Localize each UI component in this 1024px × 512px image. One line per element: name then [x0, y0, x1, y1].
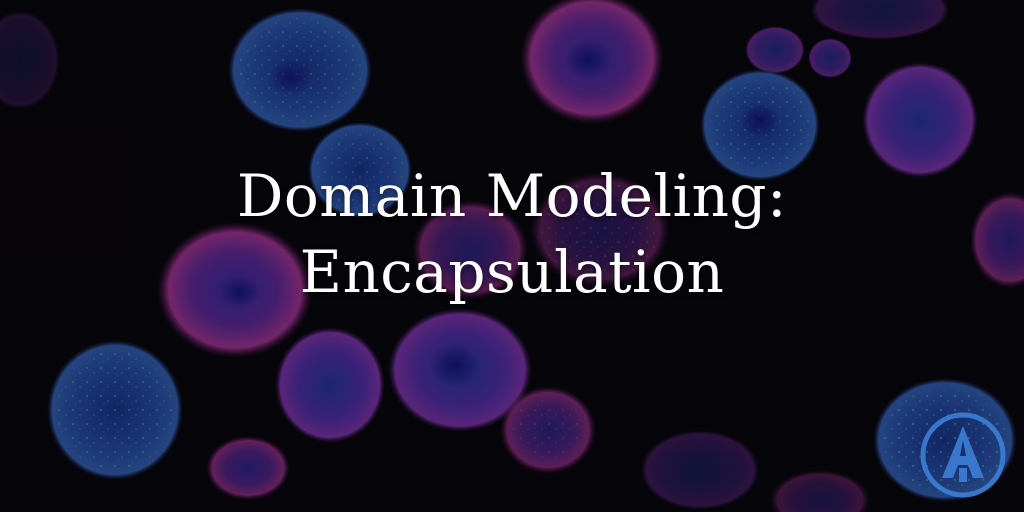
- page-title: Domain Modeling: Encapsulation: [0, 158, 1024, 310]
- title-line-2: Encapsulation: [299, 238, 725, 306]
- a-logo-icon: [920, 412, 1006, 498]
- title-line-1: Domain Modeling:: [236, 162, 788, 230]
